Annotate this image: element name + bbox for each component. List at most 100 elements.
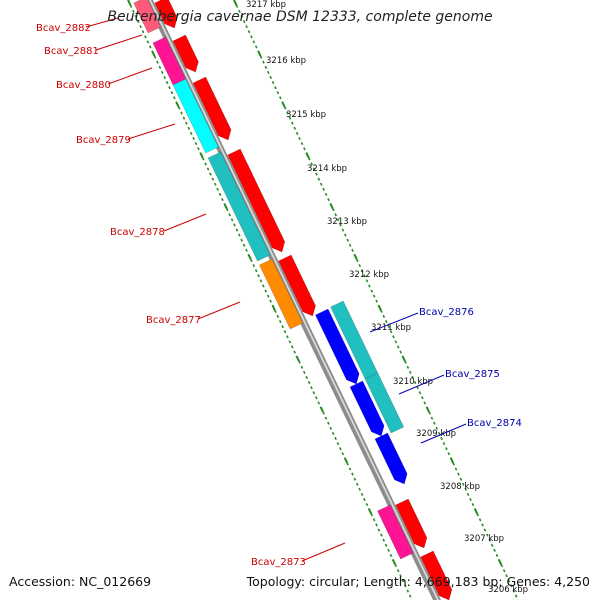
outer-tick-mark: [307, 157, 311, 161]
inner-tick-mark: [206, 167, 210, 171]
inner-tick-mark: [156, 60, 159, 64]
gene-label-leader: [420, 423, 467, 444]
outer-tick-mark: [394, 340, 398, 344]
inner-tick-mark: [163, 75, 167, 80]
inner-tick-mark: [187, 126, 191, 130]
outer-tick-mark: [266, 70, 270, 74]
outer-tick-mark: [380, 309, 383, 313]
outer-tick-mark: [339, 223, 342, 227]
outer-tick-mark: [413, 380, 417, 385]
inner-tick-mark: [230, 218, 234, 222]
outer-tick-mark: [392, 335, 395, 339]
gene-label: Bcav_2873: [251, 557, 306, 568]
inner-tick-mark: [271, 304, 276, 311]
outer-tick-mark: [254, 45, 258, 49]
inner-tick-mark: [201, 157, 205, 161]
outer-tick-mark: [430, 416, 434, 420]
inner-tick-mark: [136, 19, 140, 24]
inner-tick-mark: [189, 131, 193, 135]
forward-strand-arrow: [172, 34, 199, 73]
forward-strand-arrow: [227, 148, 286, 253]
ruler-label: 3213 kbp: [327, 217, 367, 227]
outer-tick-mark: [452, 462, 455, 466]
outer-tick-mark: [382, 314, 386, 319]
inner-tick-mark: [139, 25, 142, 29]
inner-tick-mark: [266, 294, 270, 298]
inner-tick-mark: [319, 406, 324, 413]
inner-tick-mark: [240, 238, 244, 242]
outer-tick-mark: [274, 86, 277, 90]
outer-tick-mark: [457, 472, 460, 476]
inner-tick-mark: [341, 452, 345, 456]
inner-tick-mark: [394, 564, 398, 568]
outer-tick-mark: [389, 330, 393, 334]
outer-tick-mark: [485, 533, 489, 537]
outer-tick-mark: [327, 197, 330, 202]
outer-tick-mark: [440, 436, 443, 441]
outer-tick-mark: [510, 584, 513, 588]
ruler-label: 3216 kbp: [266, 56, 306, 66]
gene-label-leader: [85, 17, 119, 28]
outer-tick-mark: [418, 391, 422, 395]
outer-tick-mark: [481, 523, 484, 527]
outer-tick-mark: [317, 177, 321, 181]
ruler-label: 3208 kbp: [440, 482, 480, 492]
outer-tick-mark: [406, 365, 410, 369]
inner-tick-mark: [401, 579, 405, 583]
outer-tick-mark: [449, 457, 455, 464]
inner-tick-mark: [360, 492, 364, 496]
inner-tick-mark: [375, 523, 378, 527]
outer-tick-mark: [360, 269, 364, 273]
outer-tick-mark: [473, 508, 479, 515]
outer-tick-mark: [281, 101, 286, 108]
outer-tick-mark: [329, 202, 334, 210]
inner-tick-mark: [298, 360, 301, 364]
outer-tick-mark: [288, 116, 292, 120]
gene-label: Bcav_2880: [56, 80, 111, 91]
inner-tick-mark: [384, 543, 388, 547]
inner-tick-mark: [295, 355, 300, 362]
outer-tick-mark: [483, 528, 487, 532]
outer-tick-mark: [471, 503, 475, 507]
inner-tick-mark: [399, 574, 402, 578]
outer-tick-mark: [421, 396, 424, 400]
outer-tick-mark: [295, 131, 299, 135]
inner-tick-mark: [242, 243, 246, 247]
inner-tick-mark: [329, 426, 333, 430]
inner-tick-mark: [327, 421, 330, 425]
outer-tick-mark: [445, 447, 448, 451]
outer-tick-mark: [242, 19, 246, 24]
reverse-strand-arrow: [374, 432, 408, 485]
outer-tick-mark: [502, 569, 506, 573]
inner-tick-mark: [353, 477, 357, 481]
gene-label-leader: [127, 123, 176, 140]
outer-tick-mark: [271, 80, 275, 85]
inner-tick-mark: [182, 116, 186, 120]
inner-tick-mark: [160, 70, 164, 74]
outer-tick-mark: [365, 279, 369, 283]
cog-category-band: [207, 151, 271, 262]
outer-tick-mark: [238, 9, 241, 13]
gene-label-leader: [107, 67, 153, 85]
inner-tick-mark: [286, 335, 289, 339]
inner-tick-mark: [310, 386, 313, 390]
outer-tick-mark: [283, 106, 287, 110]
outer-tick-mark: [384, 319, 388, 324]
ruler-label: 3206 kbp: [488, 585, 528, 595]
outer-tick-mark: [336, 218, 340, 222]
genome-title: Beutenbergia cavernae DSM 12333, complet…: [107, 9, 493, 25]
outer-tick-mark: [370, 289, 374, 293]
outer-tick-mark: [435, 426, 439, 430]
outer-tick-mark: [346, 238, 350, 242]
outer-tick-mark: [461, 482, 465, 486]
inner-tick-mark: [221, 197, 224, 202]
outer-tick-mark: [300, 142, 304, 146]
inner-tick-mark: [134, 14, 138, 19]
inner-tick-mark: [168, 86, 171, 90]
outer-tick-mark: [276, 91, 280, 95]
inner-tick-mark: [269, 299, 272, 303]
inner-tick-mark: [343, 457, 349, 464]
inner-tick-mark: [312, 391, 316, 395]
outer-tick-mark: [469, 497, 472, 502]
outer-tick-mark: [447, 452, 451, 456]
